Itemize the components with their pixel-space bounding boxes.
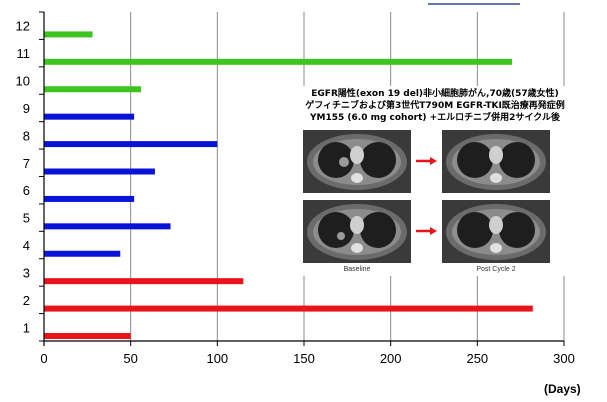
y-tick-label-3: 3 xyxy=(23,265,30,280)
scan-label-post-cycle: Post Cycle 2 xyxy=(476,266,515,273)
bar-patient-6 xyxy=(44,195,135,202)
y-tick-label-12: 12 xyxy=(16,19,30,34)
scan-label-baseline: Baseline xyxy=(344,266,371,273)
y-tick-label-2: 2 xyxy=(23,293,30,308)
y-tick-label-1: 1 xyxy=(23,320,30,335)
ct-scan-post-bottom xyxy=(442,200,550,263)
arrow-icon-bottom xyxy=(416,227,437,235)
bar-patient-4 xyxy=(44,250,121,257)
y-tick-label-6: 6 xyxy=(23,183,30,198)
bars xyxy=(44,31,533,339)
inset-caption-line-2: ゲフィチニブおよび第3世代T790M EGFR-TKI既治療再発症例 xyxy=(305,99,565,111)
arrow-icon-top xyxy=(416,157,437,165)
bar-patient-12 xyxy=(44,31,93,38)
ct-scan-post-top xyxy=(442,130,550,193)
ct-scan-baseline-bottom xyxy=(303,200,411,263)
x-tick-label-50: 50 xyxy=(123,351,137,366)
x-tick-label-100: 100 xyxy=(206,351,228,366)
bar-patient-5 xyxy=(44,223,171,230)
bar-patient-9 xyxy=(44,113,135,120)
inset-figure: EGFR陽性(exon 19 del)非小細胞肺がん,70歳(57歳女性) ゲフ… xyxy=(285,86,585,276)
x-tick-label-300: 300 xyxy=(553,351,575,366)
x-tick-label-200: 200 xyxy=(380,351,402,366)
x-tick-label-250: 250 xyxy=(466,351,488,366)
bar-patient-10 xyxy=(44,86,142,93)
bar-patient-3 xyxy=(44,278,244,285)
bar-patient-11 xyxy=(44,58,512,65)
y-tick-label-5: 5 xyxy=(23,211,30,226)
bar-patient-8 xyxy=(44,141,218,148)
inset-caption-line-3: YM155 (6.0 mg cohort) +エルロチニブ併用2サイクル後 xyxy=(309,111,561,123)
y-tick-label-10: 10 xyxy=(16,74,30,89)
y-tick-label-4: 4 xyxy=(23,238,30,253)
inset-caption-line-1: EGFR陽性(exon 19 del)非小細胞肺がん,70歳(57歳女性) xyxy=(311,87,558,99)
y-tick-label-7: 7 xyxy=(23,156,30,171)
y-tick-label-9: 9 xyxy=(23,101,30,116)
y-tick-label-8: 8 xyxy=(23,128,30,143)
y-tick-label-11: 11 xyxy=(17,46,31,61)
bar-patient-1 xyxy=(44,333,131,339)
x-tick-label-150: 150 xyxy=(293,351,315,366)
bar-patient-2 xyxy=(44,305,533,312)
axes xyxy=(39,11,565,346)
x-tick-labels: 0 50 100 150 200 250 300 xyxy=(40,351,574,366)
x-tick-label-0: 0 xyxy=(40,351,47,366)
x-axis-label: (Days) xyxy=(544,382,581,396)
bar-patient-7 xyxy=(44,168,155,175)
ct-scan-baseline-top xyxy=(303,130,411,193)
